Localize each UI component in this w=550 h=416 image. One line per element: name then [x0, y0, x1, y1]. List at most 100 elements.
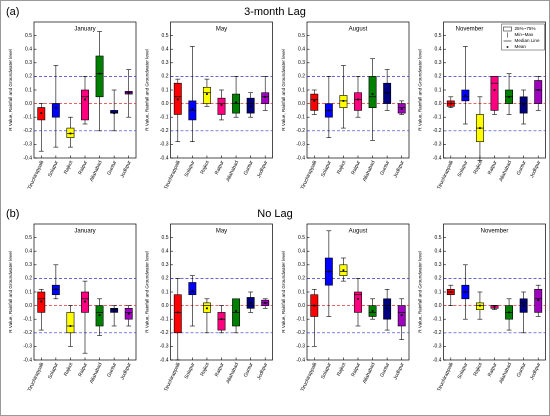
mean-marker [371, 93, 374, 95]
y-tick-label: 0.3 [298, 262, 305, 268]
box [368, 76, 377, 108]
box [95, 55, 104, 98]
mean-marker [400, 108, 403, 110]
panel-title: August [349, 229, 368, 235]
y-tick-label: 0.4 [435, 249, 442, 255]
mean-marker [176, 98, 179, 101]
y-tick-label: -0.4 [160, 357, 169, 363]
y-tick-label: 0.0 [25, 303, 32, 309]
box [354, 291, 362, 313]
mean-marker [357, 98, 359, 101]
y-tick-label: -0.2 [296, 128, 305, 134]
y-tick-label: -0.3 [433, 142, 442, 148]
row-title: No Lag [257, 208, 292, 220]
y-tick-label: 0.0 [298, 101, 305, 107]
x-tick-label: Rajkot [336, 159, 348, 175]
y-tick-label: -0.3 [160, 344, 169, 350]
y-tick-label: 0.2 [25, 74, 32, 80]
y-tick-label: 0.0 [298, 303, 305, 309]
x-tick-label: Rajkot [473, 361, 485, 377]
mean-marker [69, 325, 72, 327]
y-tick-label: 0.4 [298, 249, 305, 255]
y-tick-label: 0.4 [162, 249, 169, 255]
mean-marker [327, 109, 330, 112]
y-tick-label: 0.2 [435, 276, 442, 282]
mean-marker [357, 297, 359, 300]
y-tick-label: 0.0 [435, 101, 442, 107]
x-tick-label: Raipur [77, 362, 89, 378]
y-tick-label: -0.2 [296, 330, 305, 336]
y-tick-label: 0.0 [162, 303, 169, 309]
panel-title: November [481, 229, 509, 235]
mean-marker [493, 306, 496, 308]
mean-marker [449, 291, 452, 293]
box [217, 312, 226, 331]
x-tick-label: Raipur [350, 160, 362, 176]
mean-marker [113, 310, 116, 312]
y-tick-label: -0.3 [160, 142, 169, 148]
panel-title: May [216, 229, 227, 235]
panel-title: January [74, 229, 95, 235]
y-tick-label: 0.0 [25, 101, 32, 107]
mean-marker [537, 299, 540, 302]
y-tick-label: 0.3 [435, 60, 442, 66]
mean-marker [127, 91, 130, 94]
legend-frame [501, 23, 545, 51]
y-tick-label: -0.4 [23, 357, 32, 363]
mean-marker [464, 94, 467, 97]
y-tick-label: 0.2 [298, 276, 305, 282]
mean-marker [327, 270, 330, 273]
y-tick-label: -0.4 [160, 155, 169, 161]
mean-marker [449, 102, 452, 105]
mean-marker [206, 307, 208, 310]
y-tick-label: 0.5 [298, 235, 305, 241]
legend-label: 25%~75% [515, 26, 536, 31]
box [188, 282, 197, 296]
mean-marker [386, 91, 389, 94]
y-axis-label: R Value, Rainfall and Groundwater level [418, 49, 423, 130]
y-axis-label: R Value, Rainfall and Groundwater level [145, 251, 150, 332]
x-tick-label: Rajkot [63, 159, 75, 175]
mean-marker [522, 304, 525, 307]
x-tick-label: Rajkot [200, 361, 212, 377]
mean-marker [493, 89, 496, 91]
mean-marker [113, 112, 116, 115]
mean-marker [84, 300, 86, 303]
row-label: (a) [6, 6, 19, 18]
box [354, 92, 362, 111]
x-tick-label: Raipur [214, 160, 226, 176]
box [51, 103, 60, 118]
box [261, 92, 270, 104]
legend-label: Mean [515, 44, 527, 49]
legend-swatch [506, 46, 509, 48]
y-tick-label: -0.1 [296, 115, 305, 121]
mean-marker [235, 310, 237, 312]
y-axis-label: R Value, Rainfall and Groundwater level [281, 251, 286, 332]
y-tick-label: -0.3 [433, 344, 442, 350]
y-tick-label: 0.5 [435, 235, 442, 241]
mean-marker [313, 304, 316, 307]
y-tick-label: 0.3 [25, 60, 32, 66]
mean-marker [508, 95, 510, 98]
y-tick-label: 0.3 [162, 60, 169, 66]
mean-marker [220, 104, 223, 106]
mean-marker [479, 127, 481, 129]
y-tick-label: 0.3 [25, 262, 32, 268]
row-title: 3-month Lag [244, 6, 306, 18]
mean-marker [54, 288, 57, 291]
y-tick-label: -0.3 [296, 142, 305, 148]
mean-marker [84, 98, 86, 101]
y-tick-label: 0.1 [435, 289, 442, 295]
y-tick-label: 0.4 [162, 47, 169, 53]
y-tick-label: 0.3 [435, 262, 442, 268]
mean-marker [98, 314, 101, 317]
y-tick-label: -0.1 [23, 317, 32, 323]
y-tick-label: 0.1 [298, 289, 305, 295]
y-tick-label: 0.5 [162, 235, 169, 241]
mean-marker [342, 269, 345, 272]
mean-marker [313, 99, 316, 102]
y-tick-label: -0.2 [433, 330, 442, 336]
x-tick-label: Raipur [77, 160, 89, 176]
y-tick-label: -0.3 [23, 142, 32, 148]
